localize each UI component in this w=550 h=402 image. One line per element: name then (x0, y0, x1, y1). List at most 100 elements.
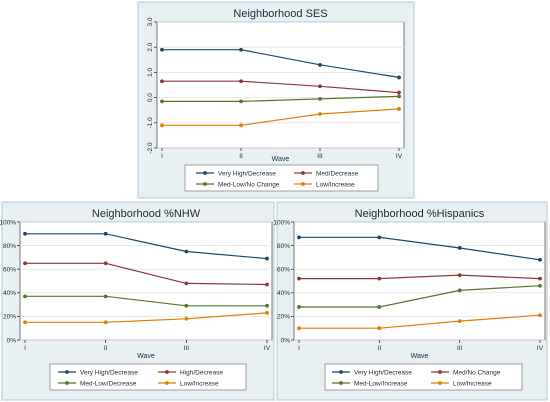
y-tick-label: -1.0 (147, 117, 154, 129)
x-tick-label: II (378, 345, 382, 352)
legend-label: Very High/Decrease (80, 369, 138, 376)
data-point (457, 246, 462, 250)
y-tick-label: 40% (3, 290, 16, 297)
series-line-4 (25, 312, 268, 323)
x-tick-label: III (317, 153, 323, 160)
legend-label: Med/No Change (453, 369, 501, 376)
data-point (160, 123, 164, 128)
legend-swatch-marker (339, 381, 343, 385)
series-line-2 (162, 80, 400, 94)
legend-swatch-marker (301, 182, 305, 186)
data-point (377, 276, 382, 281)
data-point (377, 235, 382, 240)
y-tick-label: 80% (3, 243, 16, 250)
legend-swatch-marker (339, 370, 343, 374)
legend-swatch-marker (203, 171, 207, 175)
legend-label: Low/Increase (453, 380, 492, 387)
legend-swatch-marker (65, 381, 69, 385)
x-axis-title: Wave (272, 156, 290, 163)
x-tick-label: III (184, 345, 190, 352)
chart-title: Neighborhood %NHW (92, 208, 201, 220)
data-point (397, 90, 401, 95)
y-tick-label: 40% (277, 290, 290, 297)
data-point (23, 294, 27, 299)
legend-label: Very High/Decrease (354, 369, 412, 376)
legend-swatch-marker (203, 182, 207, 186)
data-point (538, 257, 542, 262)
series-line-4 (299, 314, 541, 329)
data-point (397, 107, 401, 111)
data-point (397, 75, 401, 80)
data-point (297, 235, 301, 240)
data-point (184, 316, 189, 321)
legend-swatch-marker (65, 370, 69, 374)
plot-area (293, 221, 546, 341)
x-tick-label: I (298, 345, 300, 352)
series-line-4 (162, 108, 400, 126)
data-point (377, 305, 382, 309)
legend-swatch-marker (165, 370, 169, 374)
y-tick-label: 0% (281, 337, 291, 344)
data-point (377, 326, 382, 331)
x-tick-label: II (104, 345, 108, 352)
y-tick-label: 60% (3, 267, 16, 274)
data-point (23, 231, 27, 236)
chart-title: Neighborhood SES (233, 8, 327, 20)
data-point (184, 249, 189, 254)
data-point (23, 320, 27, 325)
data-point (184, 281, 189, 286)
data-point (457, 273, 462, 277)
data-point (538, 276, 542, 281)
chart-panel-1: -2.0-1.00.01.02.03.0I II III IVNeighborhood… (137, 1, 415, 199)
data-point (265, 282, 269, 287)
x-tick-label: IV (396, 153, 403, 160)
y-tick-label: 1.0 (147, 68, 154, 77)
y-tick-label: 80% (277, 243, 290, 250)
y-tick-label: 2.0 (147, 42, 154, 51)
y-tick-label: 100% (273, 219, 290, 226)
x-axis-title: Wave (137, 353, 155, 360)
data-point (184, 303, 189, 308)
data-point (239, 47, 243, 52)
data-point (318, 112, 322, 116)
series-line-3 (299, 285, 541, 308)
legend-box (324, 363, 523, 391)
data-point (538, 313, 542, 318)
legend-label: Med/Decrease (316, 170, 359, 177)
series-line-1 (299, 236, 541, 261)
data-point (103, 261, 108, 266)
legend-swatch-marker (438, 381, 442, 385)
data-point (297, 305, 301, 309)
y-tick-label: 20% (277, 314, 290, 321)
legend-label: High/Decrease (180, 369, 223, 376)
legend-box (184, 164, 379, 192)
y-tick-label: 60% (277, 267, 290, 274)
y-tick-label: 3.0 (147, 17, 154, 26)
data-point (239, 99, 243, 104)
legend-label: Med-Low/No Change (218, 181, 280, 188)
legend-swatch-marker (301, 171, 305, 175)
x-tick-label: IV (264, 345, 271, 352)
data-point (103, 320, 108, 325)
series-line-2 (299, 274, 541, 280)
data-point (297, 276, 301, 281)
legend-label: Low/Increase (316, 181, 355, 188)
data-point (23, 261, 27, 266)
legend-label: Low/Increase (180, 380, 219, 387)
data-point (265, 303, 269, 308)
data-point (457, 319, 462, 324)
y-tick-label: 20% (3, 314, 16, 321)
x-tick-label: IV (537, 345, 544, 352)
data-point (397, 94, 401, 99)
data-point (538, 283, 542, 288)
y-tick-label: 100% (0, 219, 16, 226)
series-line-1 (162, 49, 400, 78)
series-line-1 (25, 233, 268, 260)
data-point (318, 84, 322, 89)
legend-swatch-marker (165, 381, 169, 385)
series-line-2 (25, 262, 268, 286)
